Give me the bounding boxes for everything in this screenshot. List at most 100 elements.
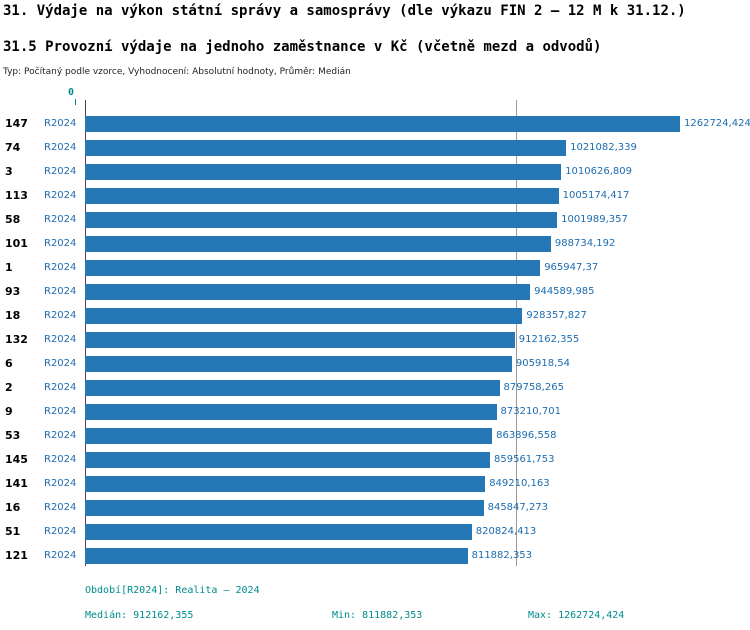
footer-max-label: Max: 1262724,424 xyxy=(528,610,625,621)
chart-subtitle: Typ: Počítaný podle vzorce, Vyhodnocení:… xyxy=(3,67,351,77)
series-label: R2024 xyxy=(44,358,77,369)
value-label: 1021082,339 xyxy=(570,142,637,153)
bar-row: 145 R2024 859561,753 xyxy=(0,448,750,472)
series-label: R2024 xyxy=(44,214,77,225)
bar-row: 53 R2024 863896,558 xyxy=(0,424,750,448)
series-label: R2024 xyxy=(44,142,77,153)
category-label: 145 xyxy=(5,453,28,466)
category-label: 2 xyxy=(5,381,13,394)
series-label: R2024 xyxy=(44,286,77,297)
value-label: 928357,827 xyxy=(526,310,587,321)
value-label: 849210,163 xyxy=(489,478,550,489)
value-label: 1010626,809 xyxy=(565,166,632,177)
series-label: R2024 xyxy=(44,262,77,273)
bar xyxy=(85,548,468,564)
bar-row: 141 R2024 849210,163 xyxy=(0,472,750,496)
series-label: R2024 xyxy=(44,310,77,321)
category-label: 53 xyxy=(5,429,21,442)
bar xyxy=(85,260,541,276)
bar-row: 147 R2024 1262724,424 xyxy=(0,112,750,136)
value-label: 859561,753 xyxy=(494,454,555,465)
category-label: 58 xyxy=(5,213,21,226)
bar xyxy=(85,308,523,324)
bar-row: 2 R2024 879758,265 xyxy=(0,376,750,400)
bar xyxy=(85,500,484,516)
bar-row: 93 R2024 944589,985 xyxy=(0,280,750,304)
bar xyxy=(85,476,486,492)
category-label: 1 xyxy=(5,261,13,274)
value-label: 873210,701 xyxy=(500,406,561,417)
value-label: 1262724,424 xyxy=(684,118,750,129)
bar-row: 101 R2024 988734,192 xyxy=(0,232,750,256)
value-label: 863896,558 xyxy=(496,430,557,441)
bar-row: 51 R2024 820824,413 xyxy=(0,520,750,544)
series-label: R2024 xyxy=(44,526,77,537)
category-label: 141 xyxy=(5,477,28,490)
series-label: R2024 xyxy=(44,190,77,201)
bar xyxy=(85,188,559,204)
page-title: 31. Výdaje na výkon státní správy a samo… xyxy=(3,3,686,19)
bar-row: 16 R2024 845847,273 xyxy=(0,496,750,520)
value-label: 879758,265 xyxy=(503,382,564,393)
category-label: 101 xyxy=(5,237,28,250)
value-label: 965947,37 xyxy=(544,262,599,273)
value-label: 1005174,417 xyxy=(562,190,630,201)
category-label: 16 xyxy=(5,501,21,514)
category-label: 113 xyxy=(5,189,28,202)
bar xyxy=(85,212,558,228)
footer-median-label: Medián: 912162,355 xyxy=(85,610,194,621)
category-label: 147 xyxy=(5,117,28,130)
bar-row: 113 R2024 1005174,417 xyxy=(0,184,750,208)
bar xyxy=(85,332,515,348)
chart-title: 31.5 Provozní výdaje na jednoho zaměstna… xyxy=(3,39,602,55)
category-label: 18 xyxy=(5,309,21,322)
bar xyxy=(85,524,472,540)
bar-row: 3 R2024 1010626,809 xyxy=(0,160,750,184)
value-label: 912162,355 xyxy=(518,334,580,345)
bar xyxy=(85,140,567,156)
bar-row: 58 R2024 1001989,357 xyxy=(0,208,750,232)
x-axis-zero-label: 0 xyxy=(68,87,75,98)
bar xyxy=(85,356,512,372)
bar xyxy=(85,452,490,468)
category-label: 6 xyxy=(5,357,13,370)
value-label: 944589,985 xyxy=(534,286,595,297)
bar xyxy=(85,236,551,252)
category-label: 9 xyxy=(5,405,13,418)
bar-row: 1 R2024 965947,37 xyxy=(0,256,750,280)
category-label: 51 xyxy=(5,525,21,538)
series-label: R2024 xyxy=(44,118,77,129)
value-label: 988734,192 xyxy=(554,238,616,249)
series-label: R2024 xyxy=(44,382,77,393)
bar xyxy=(85,428,493,444)
bar-row: 132 R2024 912162,355 xyxy=(0,328,750,352)
bar-row: 74 R2024 1021082,339 xyxy=(0,136,750,160)
bar-row: 6 R2024 905918,54 xyxy=(0,352,750,376)
category-label: 74 xyxy=(5,141,21,154)
bar xyxy=(85,404,497,420)
bar xyxy=(85,380,500,396)
series-label: R2024 xyxy=(44,502,77,513)
series-label: R2024 xyxy=(44,406,77,417)
value-label: 845847,273 xyxy=(487,502,549,513)
footer-period-label: Období[R2024]: Realita – 2024 xyxy=(85,585,260,596)
series-label: R2024 xyxy=(44,478,77,489)
bar xyxy=(85,164,562,180)
category-label: 3 xyxy=(5,165,13,178)
value-label: 1001989,357 xyxy=(561,214,628,225)
bar xyxy=(85,284,531,300)
category-label: 132 xyxy=(5,333,28,346)
series-label: R2024 xyxy=(44,550,77,561)
bar-row: 121 R2024 811882,353 xyxy=(0,544,750,568)
category-label: 93 xyxy=(5,285,21,298)
bar xyxy=(85,116,680,132)
x-axis-tick xyxy=(75,99,76,105)
series-label: R2024 xyxy=(44,334,77,345)
value-label: 820824,413 xyxy=(475,526,537,537)
value-label: 811882,353 xyxy=(471,550,533,561)
footer-min-label: Min: 811882,353 xyxy=(332,610,423,621)
median-line xyxy=(515,100,517,566)
series-label: R2024 xyxy=(44,166,77,177)
category-label: 121 xyxy=(5,549,28,562)
series-label: R2024 xyxy=(44,430,77,441)
